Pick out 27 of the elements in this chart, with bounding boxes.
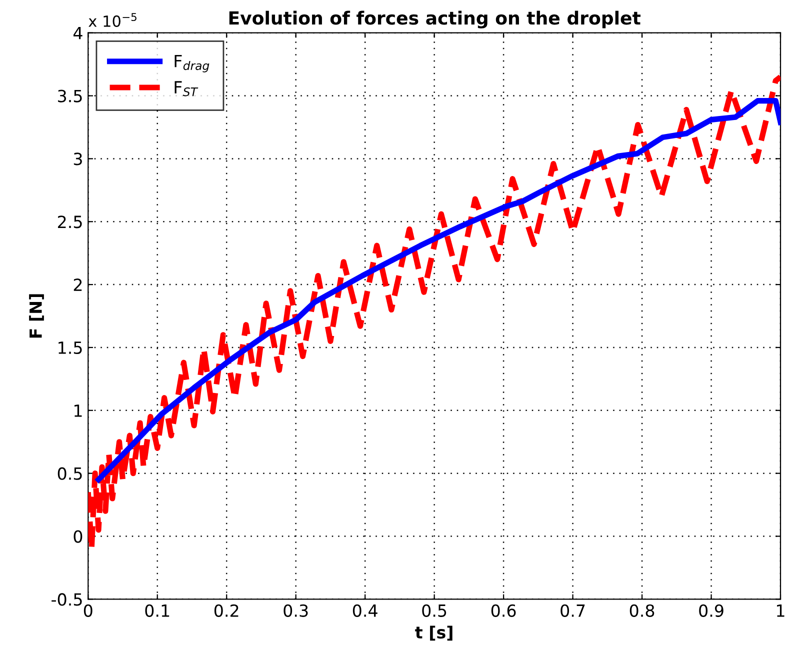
y-tick-label: 1.5	[58, 342, 82, 354]
y-tick-label: 2.5	[58, 216, 82, 228]
chart-title: Evolution of forces acting on the droplet	[229, 10, 640, 28]
x-tick-label: 0.5	[422, 604, 446, 617]
y-tick-label: 3	[74, 152, 82, 166]
x-tick-label: 0.6	[491, 604, 516, 617]
y-tick-label: 2	[74, 278, 82, 291]
x-tick-label: 0.3	[284, 604, 308, 617]
x-tick-label: 1	[777, 604, 784, 617]
x-tick-label: 0.8	[630, 604, 654, 617]
x-tick-label: 0	[84, 604, 92, 617]
y-tick-label: 3.5	[58, 90, 82, 102]
y-tick-label: 0.5	[58, 467, 82, 480]
legend-label: F$_{drag}$	[174, 55, 210, 72]
x-tick-label: 0.4	[352, 604, 378, 617]
x-tick-label: 0.2	[214, 604, 238, 617]
x-tick-label: 0.7	[560, 604, 585, 617]
x-axis-title: t [s]	[415, 626, 452, 641]
y-axis-title: F [N]	[29, 294, 44, 338]
y-tick-label: -0.5	[52, 593, 82, 606]
legend-label: F$_{ST}$	[174, 81, 198, 96]
x-tick-label: 0.9	[699, 604, 724, 617]
y-tick-label: 1	[74, 404, 82, 417]
y-tick-label: 0	[74, 530, 82, 543]
y-tick-label: 4	[73, 27, 82, 40]
text: x 10$^{−5}$	[88, 13, 136, 27]
x-tick-label: 0.1	[145, 604, 170, 617]
